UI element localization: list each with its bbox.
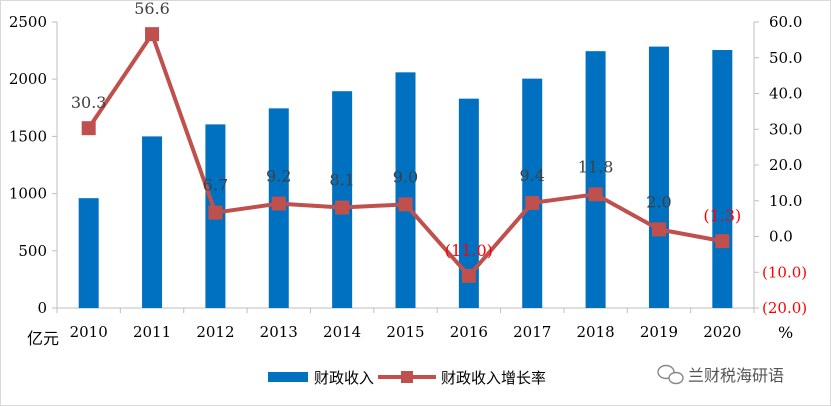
x-axis-tick-label: 2019: [640, 323, 678, 341]
bar: [522, 78, 543, 309]
bar-series: [78, 46, 733, 309]
left-axis-tick-label: 500: [18, 242, 47, 260]
x-axis-tick-label: 2018: [576, 323, 614, 341]
left-axis-tick-label: 2000: [9, 70, 47, 88]
data-label: 11.8: [578, 157, 614, 176]
data-label: 9.4: [520, 166, 545, 185]
data-label: 2.0: [646, 192, 671, 211]
bar: [395, 72, 416, 308]
data-labels: 30.3 56.6 6.7 9.2 8.1 9.0 (11.0) 9.4 11.8 2.0 (1.3…: [71, 0, 741, 260]
line-marker: [208, 205, 223, 220]
line-marker: [525, 195, 540, 210]
right-axis-tick-label: 50.0: [769, 49, 802, 67]
line-marker: [81, 121, 96, 136]
x-axis-tick-label: 2017: [513, 323, 551, 341]
data-label: (1.3): [703, 206, 741, 225]
data-label: 6.7: [203, 176, 228, 195]
watermark-text: 兰财税海研语: [688, 366, 784, 385]
bar: [585, 51, 606, 309]
left-axis: 0 500 1000 1500 2000 2500: [9, 13, 58, 317]
left-axis-tick-label: 1000: [9, 185, 47, 203]
x-axis-tick-label: 2020: [703, 323, 741, 341]
line-marker: [145, 27, 160, 42]
legend-swatch-bar: [268, 372, 308, 382]
line-marker: [715, 234, 730, 249]
watermark: 兰财税海研语: [657, 364, 784, 385]
data-label: 30.3: [71, 93, 107, 112]
wechat-icon: [657, 364, 684, 385]
x-axis-tick-label: 2016: [450, 323, 488, 341]
data-label: 8.1: [329, 171, 354, 190]
line-marker: [335, 200, 350, 215]
legend-swatch-marker: [401, 371, 413, 383]
x-axis: 2010 2011 2012 2013 2014 2015 2016 2017 2018 2019…: [56, 307, 755, 341]
right-axis-tick-label: 30.0: [769, 120, 802, 138]
left-axis-tick-label: 0: [37, 299, 47, 317]
x-axis-tick-label: 2015: [386, 323, 424, 341]
x-axis-tick-label: 2011: [133, 323, 171, 341]
legend-label-line: 财政收入增长率: [441, 369, 546, 387]
line-marker: [651, 222, 666, 237]
bar: [142, 136, 163, 308]
bar: [458, 98, 479, 308]
right-axis-tick-label: 0.0: [769, 228, 793, 246]
line-marker: [588, 187, 603, 202]
data-label: (11.0): [445, 241, 493, 260]
data-label: 56.6: [134, 0, 170, 18]
legend-label-bar: 财政收入: [314, 369, 374, 387]
right-axis: (20.0) (10.0) 0.0 10.0 20.0 30.0 40.0 50.0 60.0: [753, 13, 807, 317]
right-axis-tick-label: 60.0: [769, 13, 802, 31]
line-marker: [461, 268, 476, 283]
left-axis-unit-label: 亿元: [27, 329, 59, 348]
right-axis-tick-label: 40.0: [769, 85, 802, 103]
right-axis-tick-label: (10.0): [762, 263, 807, 281]
line-marker: [398, 197, 413, 212]
right-axis-tick-label: 20.0: [769, 156, 802, 174]
left-axis-tick-label: 1500: [9, 127, 47, 145]
right-axis-unit-label: %: [778, 323, 793, 342]
x-axis-tick-label: 2012: [196, 323, 234, 341]
bar: [712, 50, 733, 308]
data-label: 9.0: [393, 167, 418, 186]
bar: [648, 46, 669, 308]
line-marker: [271, 196, 286, 211]
x-axis-tick-label: 2010: [70, 323, 108, 341]
bar: [78, 198, 99, 308]
data-label: 9.2: [266, 167, 291, 186]
bar: [332, 91, 353, 308]
legend: 财政收入 财政收入增长率: [268, 369, 546, 387]
left-axis-tick-label: 2500: [9, 13, 47, 31]
line-series: [81, 27, 730, 283]
x-axis-tick-label: 2014: [323, 323, 361, 341]
right-axis-tick-label: 10.0: [769, 192, 802, 210]
x-axis-tick-label: 2013: [260, 323, 298, 341]
right-axis-tick-label: (20.0): [762, 299, 807, 317]
